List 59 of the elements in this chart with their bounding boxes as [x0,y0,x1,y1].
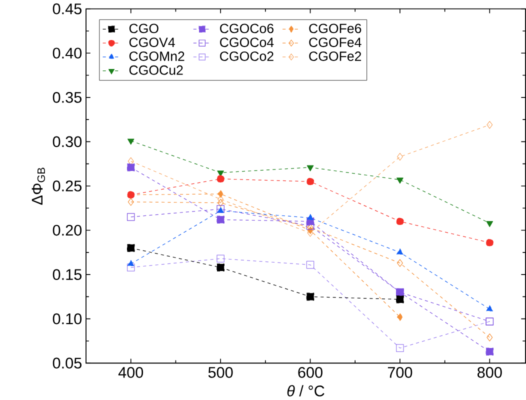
point [396,344,404,352]
x-tick-label: 800 [478,367,502,378]
point [127,260,134,266]
y-tick-label: 0.40 [52,48,82,59]
legend-label: CGOV4 [129,38,175,48]
point [396,152,403,161]
y-tick-label: 0.30 [52,136,82,148]
y-tick-label: 0.10 [52,313,82,324]
point [128,198,134,206]
point [127,138,134,145]
x-tick-label: 500 [208,367,233,378]
y-tick-label: 0.35 [52,92,82,103]
point [396,178,404,184]
point [396,248,404,255]
point [396,218,404,226]
legend-label: CGOFe6 [309,24,362,34]
point [126,213,135,221]
point [216,264,224,272]
point [306,165,314,172]
y-tick-label: 0.45 [52,3,82,14]
point [126,164,135,172]
x-tick-label: 700 [388,367,412,378]
point [486,334,493,342]
x-tick-label: 600 [298,367,322,378]
point [486,348,494,356]
point [216,254,224,263]
legend-label: CGOCo2 [220,52,274,62]
point [218,190,224,198]
point [486,238,494,247]
point [396,296,404,304]
y-axis-title: ΔΦ$_{GB}$ [32,168,46,205]
point [218,195,224,204]
legend-label: CGOFe4 [309,38,362,48]
point [126,244,135,252]
y-tick-label: 0.05 [52,358,82,369]
point [486,221,494,228]
point [216,175,224,183]
point [306,292,314,301]
point [126,264,135,272]
legend-label: CGOFe2 [309,52,362,62]
point [306,214,314,220]
point [216,216,224,224]
legend-label: CGOCo6 [220,24,274,34]
point [396,259,403,268]
legend-label: CGOCu2 [129,66,183,75]
x-tick-label: 400 [118,367,144,378]
y-tick-label: 0.20 [52,224,82,236]
legend-label: CGO [129,24,158,34]
x-axis-title: θ / °C [287,385,324,396]
y-tick-label: 0.15 [52,269,82,280]
point [306,178,314,186]
legend-label: CGOCo4 [220,38,274,48]
point [486,305,494,312]
point [218,199,224,207]
point [396,313,403,322]
point [486,121,493,129]
y-tick-label: 0.25 [52,180,82,192]
point [306,261,314,269]
legend-label: CGOMn2 [129,52,184,62]
